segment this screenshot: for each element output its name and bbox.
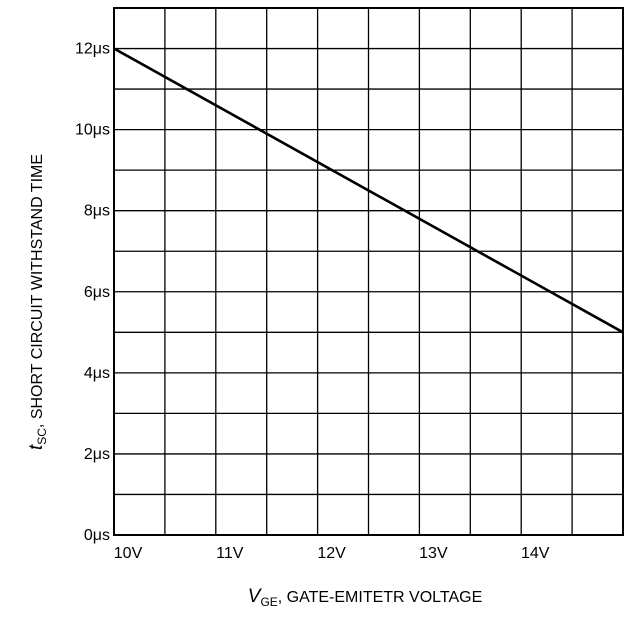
y-tick-label: 12μs — [75, 41, 110, 58]
y-tick-label: 8μs — [84, 203, 110, 220]
x-tick-label: 14V — [521, 545, 550, 562]
x-tick-label: 11V — [216, 545, 244, 562]
x-tick-label: 13V — [419, 545, 448, 562]
x-tick-labels: 10V 11V 12V 13V 14V — [114, 545, 550, 562]
y-tick-labels: 0μs 2μs 4μs 6μs 8μs 10μs 12μs — [75, 41, 110, 544]
x-axis-label: VGE, GATE-EMITETR VOLTAGE — [248, 586, 483, 609]
y-tick-label: 2μs — [84, 446, 110, 463]
plot-border — [113, 7, 624, 536]
x-tick-label: 10V — [114, 545, 143, 562]
series-line — [113, 47, 624, 334]
y-tick-label: 0μs — [84, 527, 110, 544]
series-layer — [113, 47, 624, 334]
y-tick-label: 10μs — [75, 122, 110, 139]
y-axis-label: tSC, SHORT CIRCUIT WITHSTAND TIME — [26, 154, 49, 450]
x-tick-label: 12V — [317, 545, 346, 562]
y-tick-label: 4μs — [84, 365, 110, 382]
grid — [114, 8, 623, 535]
y-tick-label: 6μs — [84, 284, 110, 301]
